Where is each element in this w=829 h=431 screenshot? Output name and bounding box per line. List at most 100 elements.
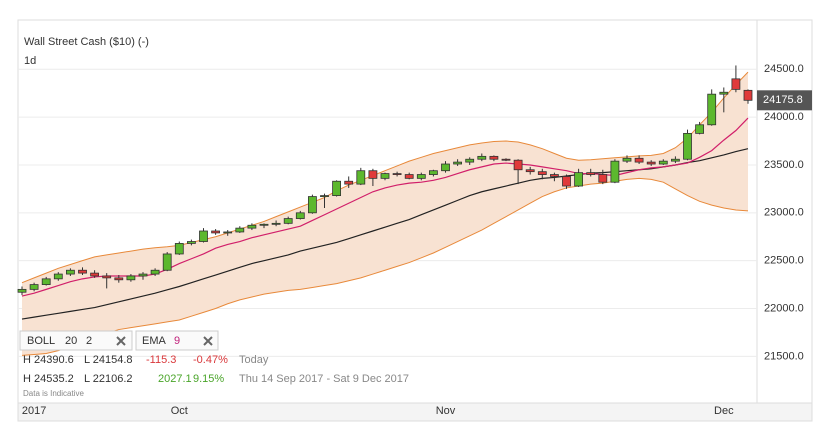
stat-change-pct: -0.47% — [193, 354, 228, 366]
candle-body — [320, 195, 329, 197]
y-tick-label: 23500.0 — [764, 159, 804, 171]
x-tick-label: Dec — [714, 405, 734, 417]
stat-high: H 24535.2 — [23, 373, 74, 385]
candle-body — [114, 277, 124, 281]
y-tick-label: 21500.0 — [764, 350, 804, 362]
candle-body — [102, 275, 112, 279]
y-tick-label: 24000.0 — [764, 111, 804, 123]
candle-body — [174, 243, 184, 255]
candle-body — [150, 269, 160, 275]
candle-body — [598, 174, 608, 183]
candle-body — [501, 158, 511, 161]
candle-body — [66, 269, 75, 275]
candle-body — [525, 169, 535, 173]
candle-body — [453, 161, 463, 165]
candle-body — [307, 196, 317, 214]
candle-body — [356, 170, 366, 185]
x-axis-strip — [17, 402, 813, 422]
candle-body — [489, 155, 499, 160]
candle-body — [78, 269, 87, 274]
indicator-name: BOLL — [27, 335, 55, 347]
stat-period: Thu 14 Sep 2017 - Sat 9 Dec 2017 — [239, 373, 409, 385]
stat-change: -115.3 — [146, 354, 176, 366]
candle-body — [126, 275, 136, 281]
candle-body — [719, 91, 729, 95]
indicator-param: 2 — [86, 335, 92, 347]
candle-body — [562, 176, 571, 187]
disclaimer: Data is Indicative — [23, 389, 84, 398]
candle-body — [404, 174, 414, 179]
candle-body — [465, 158, 475, 163]
stat-low: L 24154.8 — [84, 354, 133, 366]
indicator-name: EMA — [142, 335, 167, 347]
candle-body — [344, 180, 354, 185]
candle-body — [332, 180, 342, 196]
remove-icon[interactable] — [116, 336, 126, 346]
candle-body — [17, 288, 27, 293]
band-lower — [21, 177, 749, 356]
y-tick-label: 22500.0 — [764, 255, 804, 267]
candle-body — [162, 253, 172, 271]
y-tick-label: 23000.0 — [764, 207, 804, 219]
candle-body — [235, 227, 245, 233]
candle-body — [683, 132, 692, 160]
indicator-box — [135, 330, 219, 351]
candle-body — [283, 218, 293, 224]
indicator-param: 9 — [174, 335, 180, 347]
candle-body — [223, 231, 233, 234]
last-price-label: 24175.8 — [763, 94, 803, 106]
remove-icon[interactable] — [203, 336, 213, 346]
x-tick-label: 2017 — [22, 405, 46, 417]
plot-area — [17, 65, 757, 357]
indicator-box — [19, 330, 133, 351]
candle-body — [259, 223, 269, 226]
candle-body — [138, 273, 148, 277]
candle-body — [368, 170, 378, 179]
candle-body — [658, 160, 668, 165]
candle-body — [574, 172, 583, 187]
y-tick-label: 24500.0 — [764, 63, 804, 75]
x-tick-label: Oct — [171, 405, 188, 417]
candle-body — [646, 161, 656, 165]
candle-body — [90, 272, 99, 277]
candle-body — [271, 222, 281, 225]
candle-body — [186, 241, 196, 244]
candle-body — [247, 224, 257, 229]
candle-body — [199, 230, 208, 242]
candle-body — [743, 89, 753, 101]
stat-period: Today — [239, 354, 269, 366]
candle-body — [695, 124, 704, 134]
band-middle — [21, 148, 749, 320]
candle-body — [622, 157, 632, 162]
candle-body — [416, 174, 426, 179]
stat-change-pct: 9.15% — [193, 373, 224, 385]
candle-body — [634, 157, 644, 163]
candle-body — [586, 172, 596, 175]
stat-high: H 24390.6 — [23, 354, 74, 366]
band-fill — [22, 72, 748, 356]
x-tick-label: Nov — [436, 405, 456, 417]
candle-body — [477, 155, 487, 160]
indicator-param: 20 — [65, 335, 77, 347]
candle-body — [41, 278, 51, 285]
candle-body — [731, 78, 741, 90]
indicator-boll[interactable]: BOLL 20 2 — [19, 330, 133, 351]
candle-body — [513, 159, 523, 171]
candle-body — [537, 171, 547, 175]
interval: 1d — [24, 55, 36, 67]
candle-body — [53, 273, 63, 280]
stat-change: 2027.1 — [158, 373, 192, 385]
candle-body — [29, 284, 39, 290]
indicator-ema[interactable]: EMA 9 — [135, 330, 219, 351]
chart-title: Wall Street Cash ($10) (-) — [24, 36, 149, 48]
candle-body — [671, 158, 680, 162]
candle-body — [707, 93, 717, 126]
last-price-box — [757, 90, 812, 111]
candle-body — [380, 173, 390, 179]
candle-body — [550, 174, 559, 177]
candle-body — [211, 230, 221, 234]
candle-body — [610, 160, 620, 183]
candle-body — [441, 163, 450, 172]
